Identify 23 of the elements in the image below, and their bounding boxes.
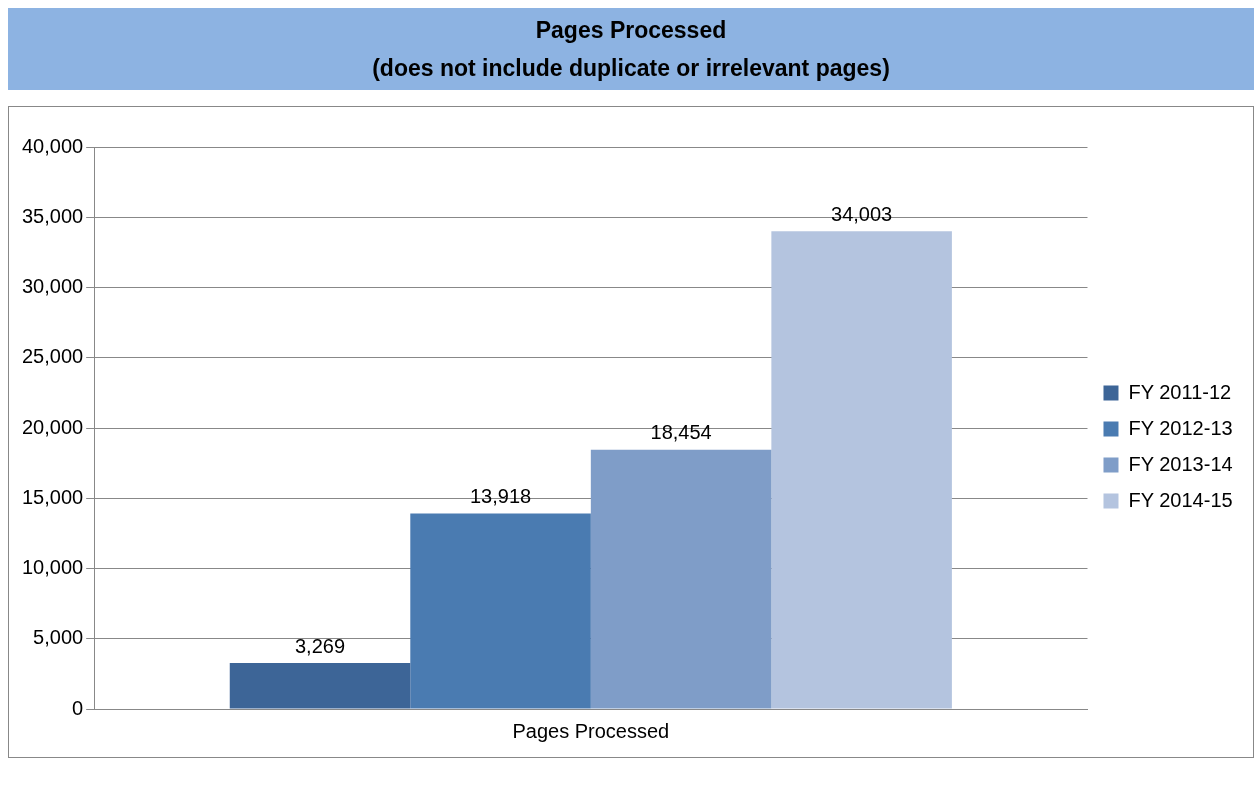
bar (590, 449, 772, 709)
y-tick-label: 40,000 (22, 134, 84, 157)
legend-label: FY 2013-14 (1128, 452, 1233, 475)
legend-label: FY 2012-13 (1128, 416, 1233, 439)
legend-label: FY 2014-15 (1128, 488, 1233, 511)
data-label: 3,269 (295, 634, 346, 657)
chart-subtitle: (does not include duplicate or irrelevant pages) (371, 54, 891, 83)
y-tick-label: 20,000 (22, 415, 84, 438)
y-tick-label: 35,000 (22, 204, 84, 227)
y-tick-label: 15,000 (22, 485, 84, 508)
y-tick-label: 5,000 (33, 626, 84, 649)
data-label: 34,003 (831, 202, 893, 225)
y-tick-label: 0 (72, 696, 84, 719)
bar (410, 513, 591, 709)
y-tick-label: 10,000 (22, 556, 84, 579)
y-tick-label: 25,000 (22, 345, 84, 368)
bar (771, 231, 952, 709)
chart-title: Pages Processed (534, 16, 728, 45)
data-label: 13,918 (469, 484, 532, 507)
y-tick-label: 30,000 (22, 275, 84, 298)
bar (229, 663, 411, 709)
legend-label: FY 2011-12 (1128, 380, 1232, 403)
data-label: 18,454 (650, 421, 712, 444)
